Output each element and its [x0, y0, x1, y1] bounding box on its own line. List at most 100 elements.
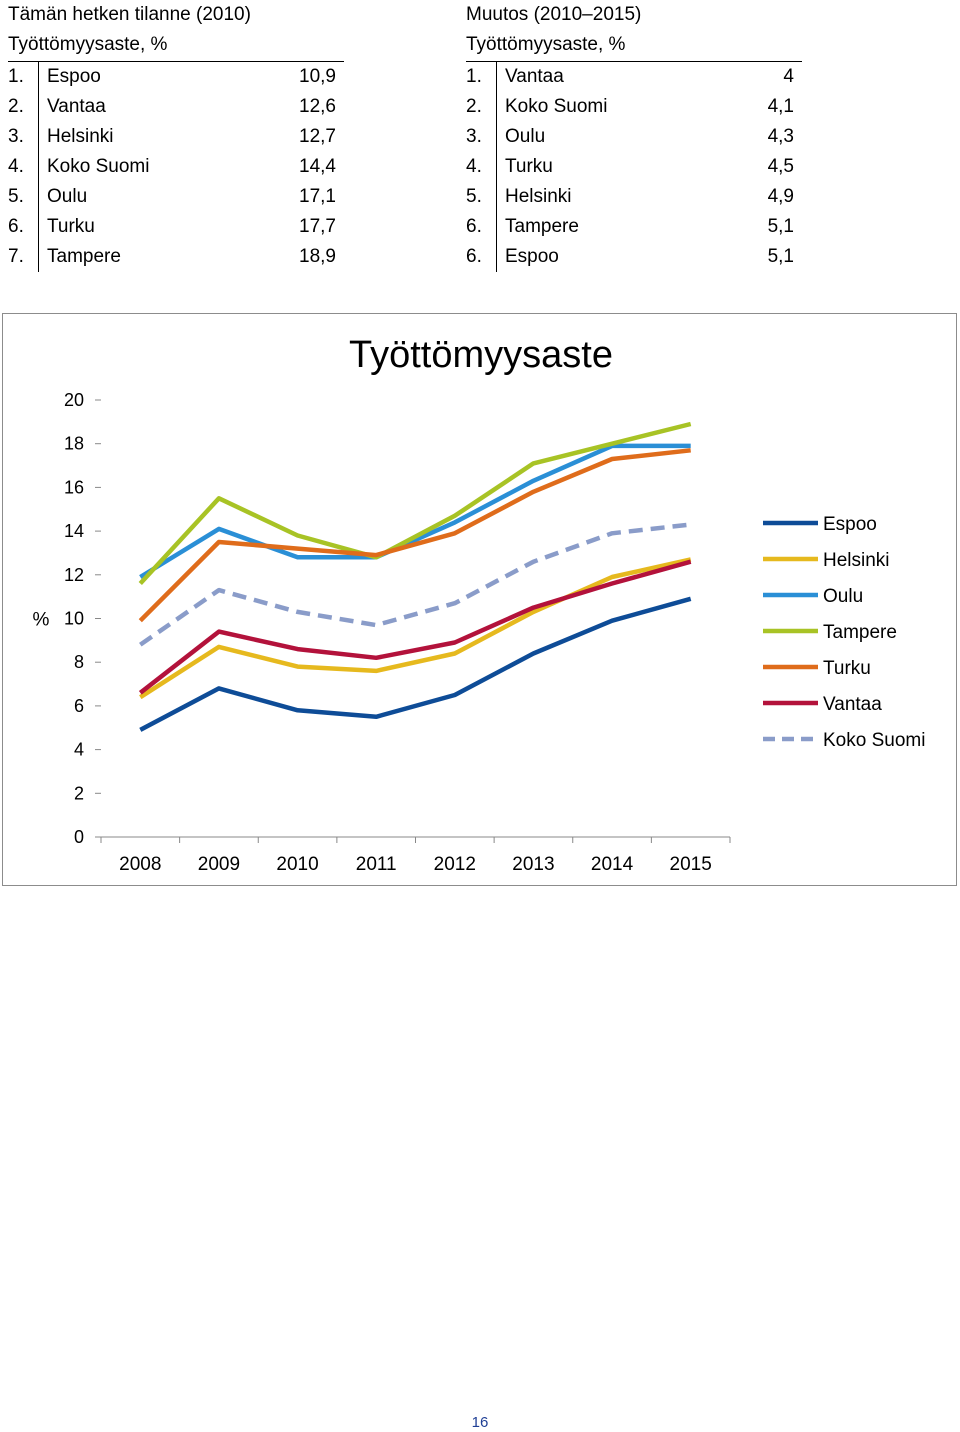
y-tick-label: 16 [64, 477, 84, 497]
chart-title: Työttömyysaste [349, 334, 613, 376]
current-row: 7. Tampere 18,9 [8, 242, 344, 272]
current-rate-value: 17,7 [299, 216, 336, 237]
current-rate-value: 12,7 [299, 126, 336, 147]
y-tick-label: 4 [74, 740, 84, 760]
change-city-name: Tampere [505, 216, 579, 237]
change-rate-value: 4,3 [767, 126, 794, 147]
current-city-name: Helsinki [47, 126, 114, 147]
current-rate-value: 12,6 [299, 96, 336, 117]
current-rank: 5. [8, 186, 24, 207]
change-column-divider [496, 152, 497, 182]
change-table-title-2: Työttömyysaste, % [466, 34, 626, 55]
current-row: 3. Helsinki 12,7 [8, 122, 344, 152]
change-city-name: Oulu [505, 126, 546, 147]
change-row: 6. Tampere 5,1 [466, 212, 802, 242]
current-table-rule [8, 61, 344, 62]
current-column-divider [38, 92, 39, 122]
change-rank: 6. [466, 216, 482, 237]
current-rank: 3. [8, 126, 24, 147]
change-row: 5. Helsinki 4,9 [466, 182, 802, 212]
y-tick-label: 18 [64, 434, 84, 454]
y-axis-label: % [33, 610, 50, 631]
current-city-name: Tampere [47, 246, 121, 267]
change-row: 2. Koko Suomi 4,1 [466, 92, 802, 122]
current-city-name: Espoo [47, 66, 101, 87]
current-city-name: Oulu [47, 186, 88, 207]
change-rate-value: 4,9 [767, 186, 794, 207]
legend-label: Turku [823, 658, 871, 679]
current-rank: 2. [8, 96, 24, 117]
change-row: 4. Turku 4,5 [466, 152, 802, 182]
current-city-name: Koko Suomi [47, 156, 150, 177]
change-table-rule [466, 61, 802, 62]
legend-label: Oulu [823, 586, 863, 607]
x-tick-label: 2010 [276, 854, 318, 875]
change-rate-value: 4,1 [767, 96, 794, 117]
series-line-turku [138, 448, 691, 623]
current-column-divider [38, 242, 39, 272]
x-tick-label: 2014 [591, 854, 634, 875]
legend-label: Koko Suomi [823, 730, 925, 751]
current-table-title-2: Työttömyysaste, % [8, 34, 168, 55]
change-row: 1. Vantaa 4 [466, 62, 802, 92]
chart-canvas: Työttömyysaste 0 2 4 6 8 10 12 14 16 18 20% 2008 2009… [33, 334, 926, 875]
change-rank: 2. [466, 96, 482, 117]
change-rank: 3. [466, 126, 482, 147]
x-tick-label: 2015 [670, 854, 712, 875]
change-table-body: 1. Vantaa 4 2. Koko Suomi 4,1 3. Oulu 4,3 4. Turku… [466, 62, 802, 272]
y-tick-label: 20 [64, 390, 84, 410]
y-tick-label: 10 [64, 609, 84, 629]
current-row: 1. Espoo 10,9 [8, 62, 344, 92]
unemployment-chart: Työttömyysaste 0 2 4 6 8 10 12 14 16 18 20% 2008 2009… [2, 313, 957, 886]
series-line-helsinki [139, 557, 692, 700]
change-column-divider [496, 182, 497, 212]
current-city-name: Turku [47, 216, 95, 237]
current-rank: 1. [8, 66, 24, 87]
current-row: 5. Oulu 17,1 [8, 182, 344, 212]
change-row: 6. Espoo 5,1 [466, 242, 802, 272]
y-tick-label: 2 [74, 783, 84, 803]
series-line-espoo [139, 596, 692, 732]
change-row: 3. Oulu 4,3 [466, 122, 802, 152]
current-rank: 7. [8, 246, 24, 267]
x-tick-label: 2009 [198, 854, 240, 875]
current-rate-value: 14,4 [299, 156, 336, 177]
x-tick-label: 2008 [119, 854, 161, 875]
current-column-divider [38, 62, 39, 92]
change-city-name: Helsinki [505, 186, 572, 207]
current-table-title-1: Tämän hetken tilanne (2010) [8, 4, 251, 25]
change-city-name: Espoo [505, 246, 559, 267]
change-city-name: Turku [505, 156, 553, 177]
change-column-divider [496, 242, 497, 272]
current-row: 6. Turku 17,7 [8, 212, 344, 242]
current-rank: 6. [8, 216, 24, 237]
legend-label: Espoo [823, 514, 877, 535]
change-column-divider [496, 62, 497, 92]
change-rate-value: 4 [783, 66, 794, 87]
change-rank: 5. [466, 186, 482, 207]
series-line-vantaa [138, 559, 692, 695]
current-rate-table: Tämän hetken tilanne (2010) Työttömyysas… [8, 0, 344, 272]
x-tick-label: 2012 [434, 854, 476, 875]
change-rank: 4. [466, 156, 482, 177]
current-rate-value: 10,9 [299, 66, 336, 87]
series-line-oulu [139, 443, 691, 579]
current-row: 4. Koko Suomi 14,4 [8, 152, 344, 182]
change-column-divider [496, 212, 497, 242]
legend-label: Tampere [823, 622, 897, 643]
change-rate-table: Muutos (2010–2015) Työttömyysaste, % 1. V… [466, 0, 802, 272]
y-tick-label: 8 [74, 652, 84, 672]
change-rate-value: 4,5 [767, 156, 794, 177]
legend-label: Helsinki [823, 550, 890, 571]
y-tick-label: 14 [64, 521, 84, 541]
current-table-body: 1. Espoo 10,9 2. Vantaa 12,6 3. Helsinki 12,7 4. K… [8, 62, 344, 272]
current-column-divider [38, 152, 39, 182]
x-tick-label: 2011 [356, 854, 397, 875]
legend-label: Vantaa [823, 694, 882, 715]
current-rank: 4. [8, 156, 24, 177]
y-tick-label: 0 [74, 827, 84, 847]
current-city-name: Vantaa [47, 96, 106, 117]
page-number: 16 [471, 1414, 489, 1431]
series-line-tampere [138, 421, 692, 586]
series-line-koko-suomi [139, 522, 691, 647]
